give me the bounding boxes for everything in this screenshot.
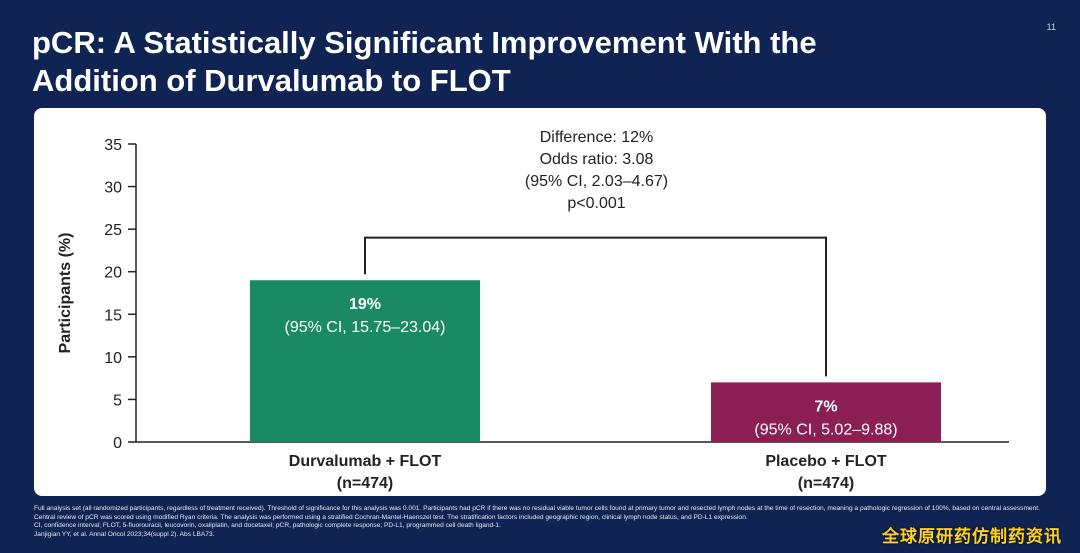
footnotes: Full analysis set (all randomized partic… [34, 505, 1054, 539]
y-tick-label: 35 [104, 137, 122, 154]
bar-value-label: 7% [814, 398, 837, 415]
footnote-methods: Full analysis set (all randomized partic… [34, 505, 1040, 521]
bar-1 [250, 280, 480, 442]
chart-panel: 0 5 10 15 20 25 30 35 Participants (%) 19% (95% CI… [34, 108, 1046, 496]
footnote-reference: Janjigian YY, et al. Annal Oncol 2023;34… [34, 530, 215, 538]
title-line-2: Addition of Durvalumab to FLOT [32, 63, 511, 98]
x-category-label: Durvalumab + FLOT [289, 453, 442, 470]
slide-title: pCR: A Statistically Significant Improve… [32, 24, 1032, 100]
y-tick-label: 30 [104, 180, 122, 197]
bar-chart: 0 5 10 15 20 25 30 35 Participants (%) 19% (95% CI… [57, 129, 1009, 492]
y-tick-label: 15 [104, 307, 122, 324]
significance-bracket [364, 236, 827, 377]
y-tick-label: 10 [104, 350, 122, 367]
x-category-n-label: (n=474) [798, 475, 854, 492]
annotation-line: Difference: 12% [540, 129, 654, 146]
annotation-line: Odds ratio: 3.08 [540, 151, 654, 168]
footnote-abbreviations: CI, confidence interval; FLOT, 5-fluorou… [34, 522, 501, 530]
y-tick-label: 0 [113, 435, 122, 452]
y-tick-label: 20 [104, 265, 122, 282]
watermark-text: 全球原研药仿制药资讯 [882, 527, 1062, 546]
annotation-line: p<0.001 [567, 195, 625, 212]
annotation-line: (95% CI, 2.03–4.67) [525, 173, 668, 190]
y-tick-label: 25 [104, 222, 122, 239]
y-tick-label: 5 [113, 392, 122, 409]
x-category-n-label: (n=474) [337, 475, 393, 492]
bar-value-label: 19% [349, 296, 381, 313]
x-category-label: Placebo + FLOT [765, 453, 887, 470]
title-line-1: pCR: A Statistically Significant Improve… [32, 25, 817, 60]
y-axis-title: Participants (%) [57, 233, 74, 354]
slide-number: 11 [1046, 22, 1056, 32]
bar-2 [711, 382, 941, 442]
bar-ci-label: (95% CI, 15.75–23.04) [285, 319, 446, 336]
bar-ci-label: (95% CI, 5.02–9.88) [754, 421, 897, 438]
